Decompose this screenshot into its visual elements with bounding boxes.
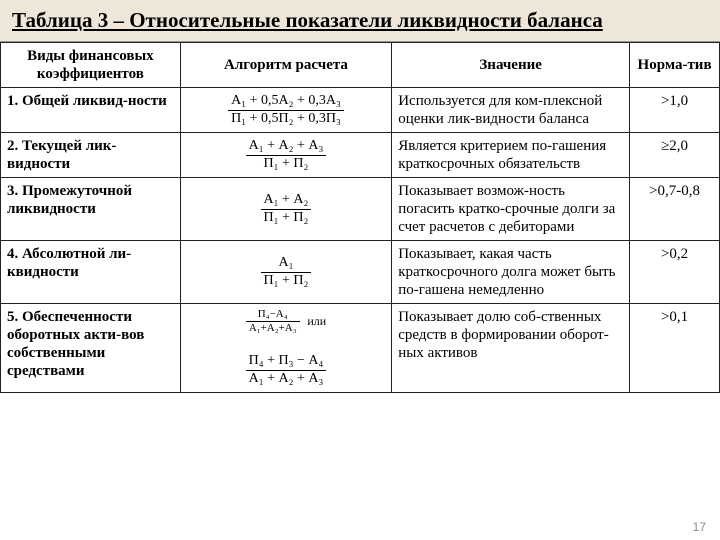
coef-formula: П₄−А₄ А₁+А₂+А₃ или П₄ + П₃ − А₄ А₁ + А₂ … <box>180 304 391 393</box>
coef-name: 4. Абсолютной ли-квидности <box>1 241 181 304</box>
coef-formula: А₁ + А₂ + А₃ П₁ + П₂ <box>180 133 391 178</box>
coef-norm: >1,0 <box>630 88 720 133</box>
coef-name: 2. Текущей лик-видности <box>1 133 181 178</box>
coef-meaning: Является критерием по-гашения краткосроч… <box>392 133 630 178</box>
coef-norm: >0,7-0,8 <box>630 178 720 241</box>
coef-norm: >0,2 <box>630 241 720 304</box>
coef-formula: А₁ П₁ + П₂ <box>180 241 391 304</box>
header-norm: Норма-тив <box>630 43 720 88</box>
coef-norm: ≥2,0 <box>630 133 720 178</box>
header-row: Виды финансовых коэффициентов Алгоритм р… <box>1 43 720 88</box>
table-row: 1. Общей ликвид-ности А₁ + 0,5А₂ + 0,3А₃… <box>1 88 720 133</box>
coef-meaning: Показывает возмож-ность погасить кратко-… <box>392 178 630 241</box>
table-row: 2. Текущей лик-видности А₁ + А₂ + А₃ П₁ … <box>1 133 720 178</box>
coef-name: 3. Промежуточной ликвидности <box>1 178 181 241</box>
page-title: Таблица 3 – Относительные показатели лик… <box>0 0 720 42</box>
liquidity-table: Виды финансовых коэффициентов Алгоритм р… <box>0 42 720 393</box>
table-row: 4. Абсолютной ли-квидности А₁ П₁ + П₂ По… <box>1 241 720 304</box>
header-coefficient: Виды финансовых коэффициентов <box>1 43 181 88</box>
coef-name: 1. Общей ликвид-ности <box>1 88 181 133</box>
page-number: 17 <box>693 520 706 534</box>
table-row: 3. Промежуточной ликвидности А₁ + А₂ П₁ … <box>1 178 720 241</box>
header-meaning: Значение <box>392 43 630 88</box>
coef-name: 5. Обеспеченности оборотных акти-вов соб… <box>1 304 181 393</box>
coef-meaning: Используется для ком-плексной оценки лик… <box>392 88 630 133</box>
coef-meaning: Показывает долю соб-ственных средств в ф… <box>392 304 630 393</box>
coef-norm: >0,1 <box>630 304 720 393</box>
coef-meaning: Показывает, какая часть краткосрочного д… <box>392 241 630 304</box>
table-row: 5. Обеспеченности оборотных акти-вов соб… <box>1 304 720 393</box>
header-algorithm: Алгоритм расчета <box>180 43 391 88</box>
title-text: Таблица 3 – Относительные показатели лик… <box>12 8 603 32</box>
coef-formula: А₁ + 0,5А₂ + 0,3А₃ П₁ + 0,5П₂ + 0,3П₃ <box>180 88 391 133</box>
coef-formula: А₁ + А₂ П₁ + П₂ <box>180 178 391 241</box>
